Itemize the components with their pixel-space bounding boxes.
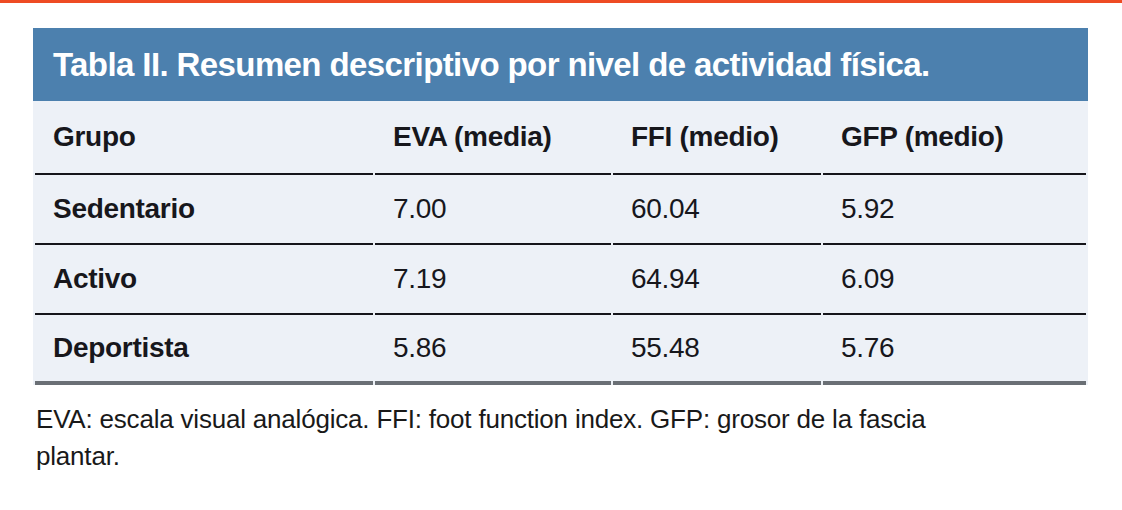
table-title: Tabla II. Resumen descriptivo por nivel … [53,46,930,84]
table-row: Deportista 5.86 55.48 5.76 [35,315,1086,385]
table-row: Activo 7.19 64.94 6.09 [35,245,1086,315]
cell-gfp: 6.09 [823,245,1086,315]
column-header-ffi: FFI (medio) [613,101,821,175]
cell-group: Deportista [35,315,373,385]
cell-eva: 5.86 [375,315,611,385]
table-footnote: EVA: escala visual analógica. FFI: foot … [36,401,1056,475]
table-title-bar: Tabla II. Resumen descriptivo por nivel … [33,28,1088,101]
footnote-line-2: plantar. [36,438,1056,475]
column-header-eva: EVA (media) [375,101,611,175]
column-header-grupo: Grupo [35,101,373,175]
column-header-gfp: GFP (medio) [823,101,1086,175]
cell-ffi: 60.04 [613,175,821,245]
page-top-rule [0,0,1122,3]
cell-group: Sedentario [35,175,373,245]
table-row: Sedentario 7.00 60.04 5.92 [35,175,1086,245]
cell-eva: 7.00 [375,175,611,245]
summary-table: Grupo EVA (media) FFI (medio) GFP (medio… [33,101,1088,385]
cell-gfp: 5.92 [823,175,1086,245]
table-container: Tabla II. Resumen descriptivo por nivel … [33,28,1088,475]
cell-group: Activo [35,245,373,315]
cell-eva: 7.19 [375,245,611,315]
cell-ffi: 64.94 [613,245,821,315]
cell-gfp: 5.76 [823,315,1086,385]
footnote-line-1: EVA: escala visual analógica. FFI: foot … [36,401,1056,438]
cell-ffi: 55.48 [613,315,821,385]
table-header-row: Grupo EVA (media) FFI (medio) GFP (medio… [35,101,1086,175]
